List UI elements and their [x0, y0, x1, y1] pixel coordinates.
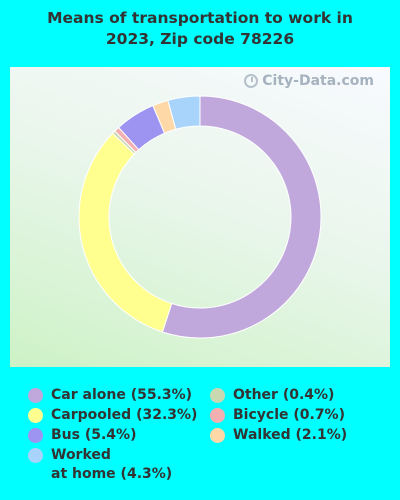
legend-label: Worked at home (4.3%): [51, 447, 173, 482]
legend-label: Car alone (55.3%): [51, 387, 193, 403]
legend-swatch: [210, 388, 225, 403]
legend-item-bus: Bus (5.4%): [28, 426, 136, 445]
legend-item-carpooled: Carpooled (32.3%): [28, 406, 197, 425]
watermark: City-Data.com: [244, 73, 374, 89]
legend-swatch: [210, 408, 225, 423]
legend-swatch: [28, 408, 43, 423]
legend-item-worked-at-home: Worked at home (4.3%): [28, 446, 172, 484]
legend-swatch: [28, 428, 43, 443]
legend-item-car-alone: Car alone (55.3%): [28, 386, 192, 405]
legend-label: Other (0.4%): [233, 387, 335, 403]
legend: Car alone (55.3%) Other (0.4%) Carpooled (…: [0, 384, 400, 494]
legend-label: Bus (5.4%): [51, 427, 137, 443]
chart-title: Means of transportation to work in 2023,…: [0, 8, 400, 50]
legend-label: Carpooled (32.3%): [51, 407, 198, 423]
watermark-icon: [244, 74, 259, 88]
legend-swatch: [28, 448, 43, 463]
slice-worked-at-home: [167, 95, 201, 130]
legend-item-walked: Walked (2.1%): [210, 426, 347, 445]
legend-swatch: [28, 388, 43, 403]
legend-label: Bicycle (0.7%): [233, 407, 345, 423]
chart-title-line-1: Means of transportation to work in: [47, 9, 353, 27]
legend-item-other: Other (0.4%): [210, 386, 334, 405]
legend-swatch: [210, 428, 225, 443]
watermark-text: City-Data.com: [262, 73, 374, 89]
legend-item-bicycle: Bicycle (0.7%): [210, 406, 345, 425]
chart-title-line-2: 2023, Zip code 78226: [105, 30, 295, 48]
slice-carpooled: [78, 132, 173, 333]
legend-label: Walked (2.1%): [233, 427, 348, 443]
slice-car-alone: [161, 95, 322, 339]
